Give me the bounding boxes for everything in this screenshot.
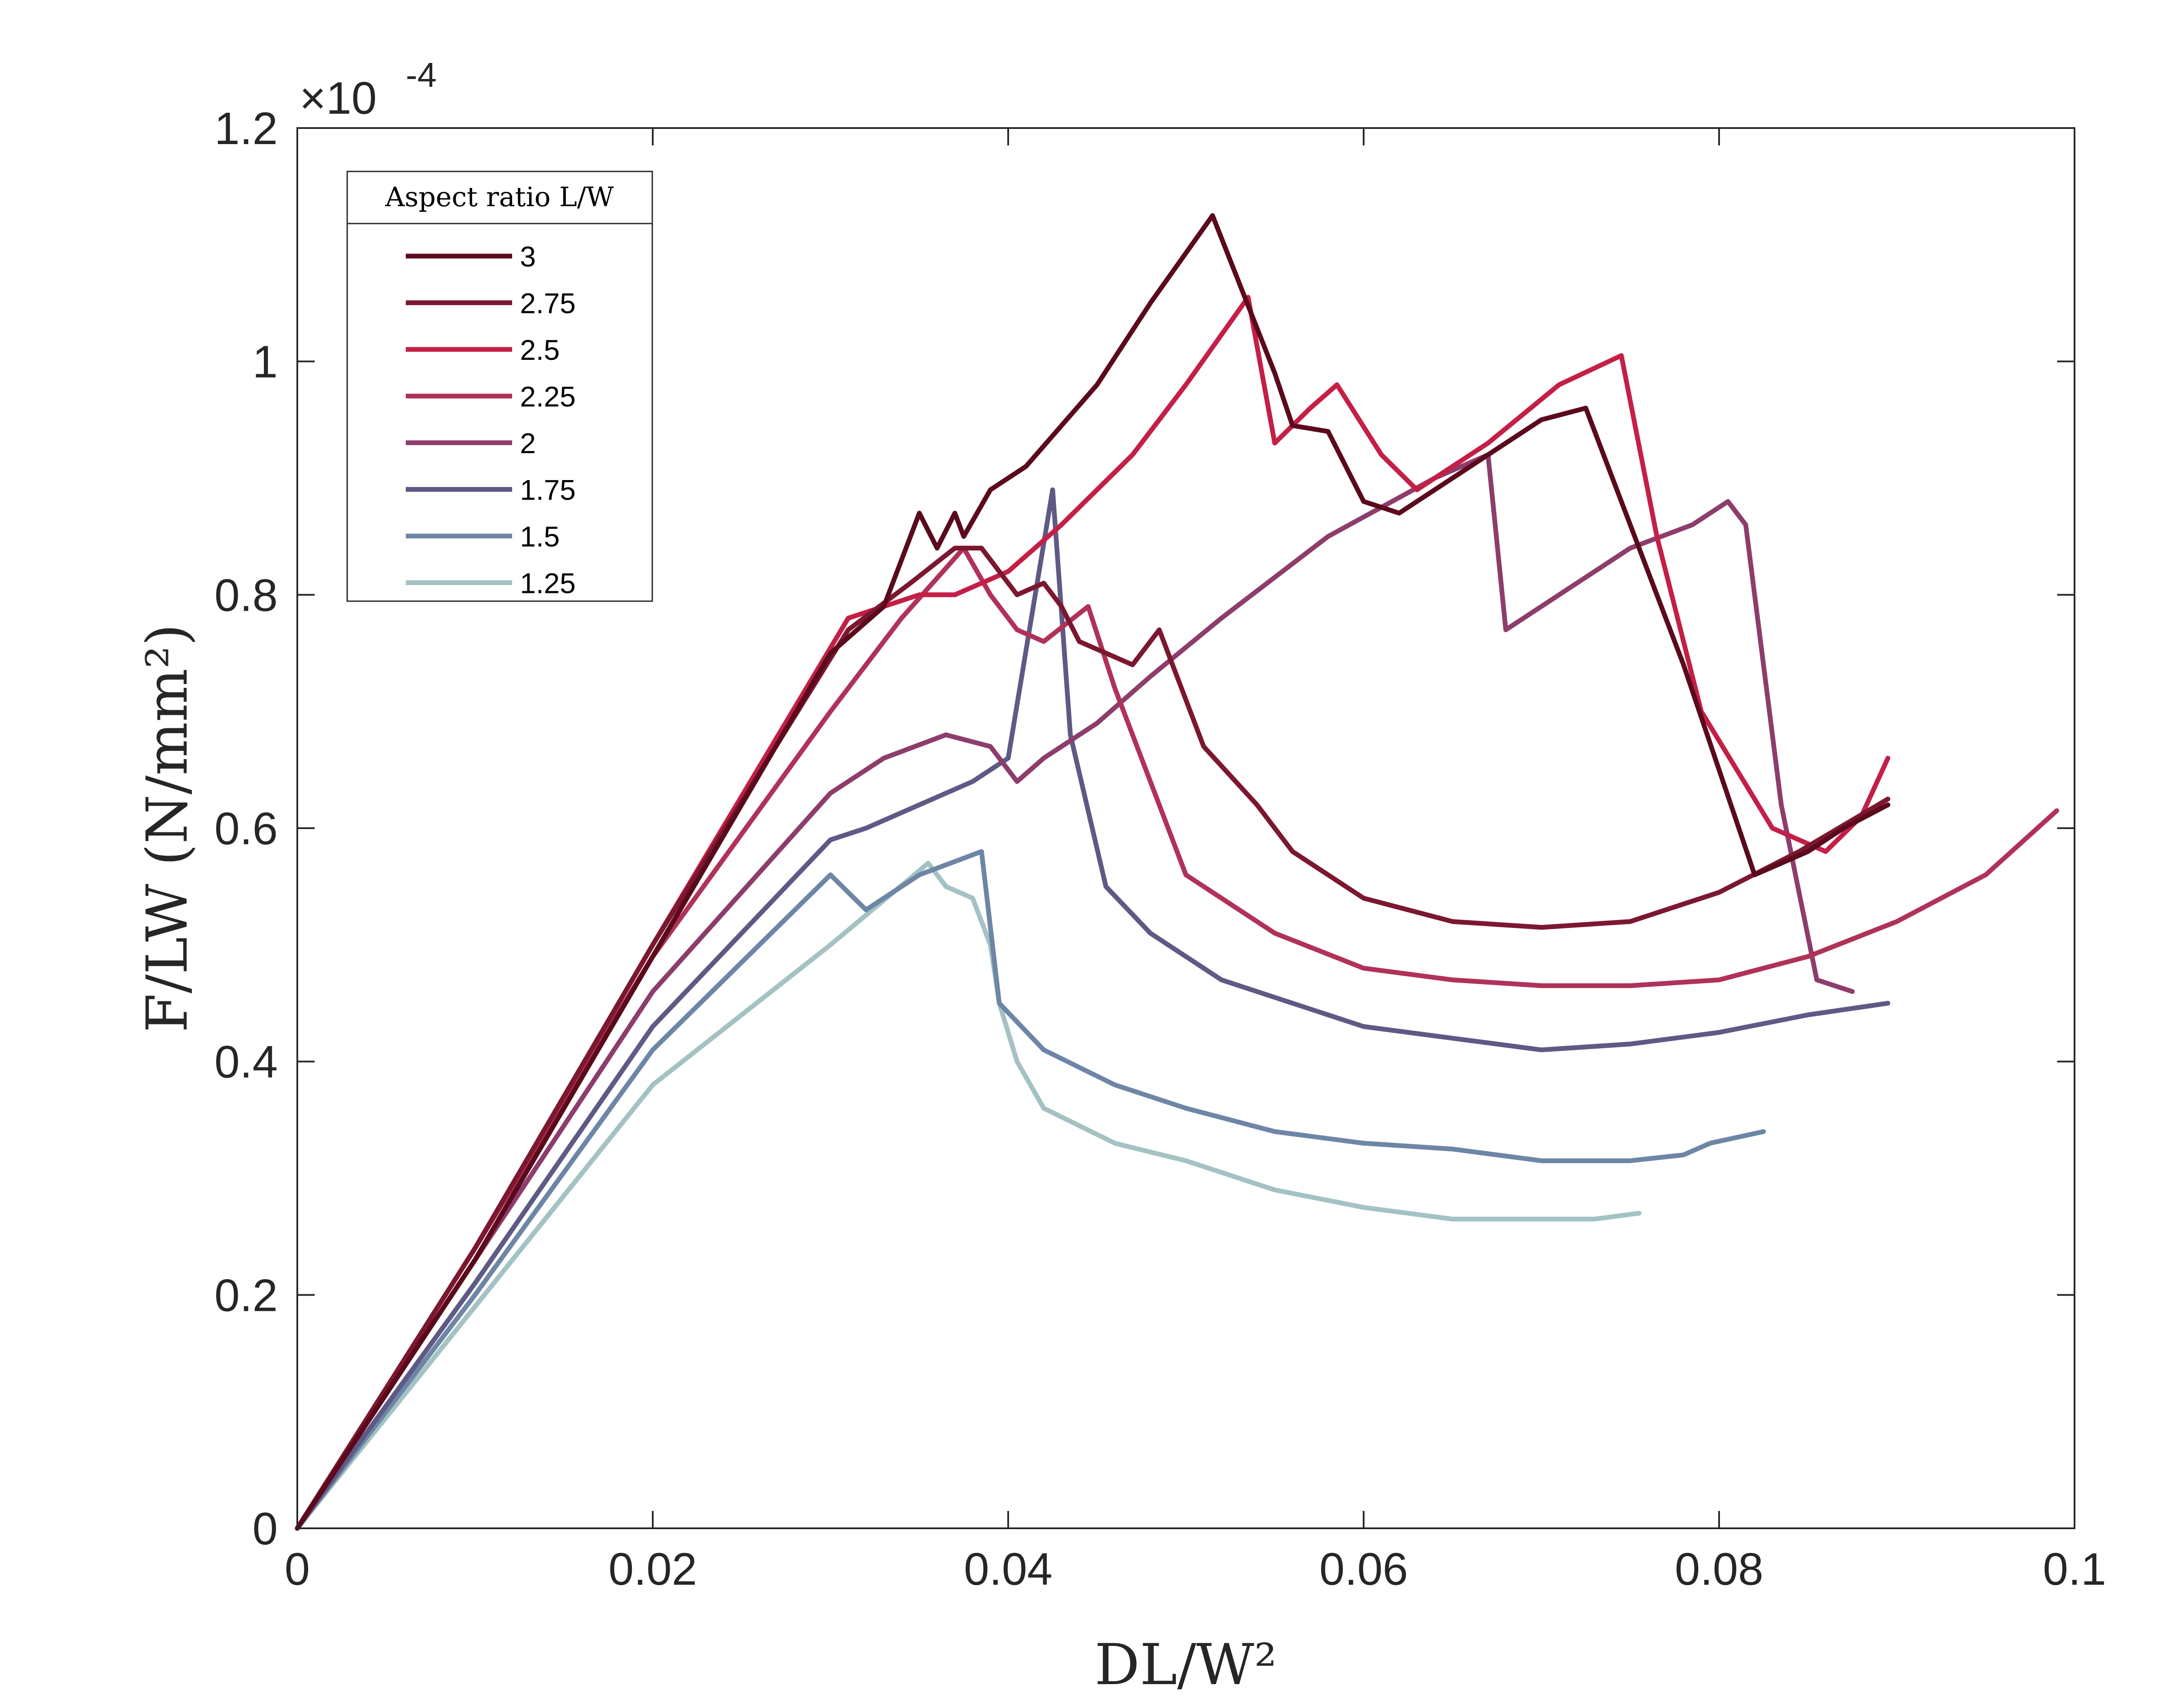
series-line-5	[295, 452, 1855, 1531]
legend-label-1: 3	[520, 240, 536, 273]
series-line-1	[295, 213, 1891, 1531]
legend-entries: 3 2.75 2.5 2.25 2 1.75 1.5 1.25	[406, 240, 575, 599]
y-tick-label: 0.6	[214, 803, 278, 854]
y-exponent-power: -4	[406, 56, 437, 94]
y-tick-label: 0.8	[214, 570, 278, 621]
x-tick-label: 0.02	[608, 1544, 697, 1595]
series-line-4	[295, 546, 2059, 1531]
series-line-6	[295, 487, 1891, 1531]
y-tick-label: 0.4	[214, 1037, 278, 1088]
y-tick-label: 0.2	[214, 1270, 278, 1321]
legend-title: Aspect ratio L/W	[385, 181, 614, 213]
y-axis-title: F/LW (N/mm²)	[134, 624, 200, 1033]
y-tick-label: 1	[253, 337, 278, 388]
x-tick-label: 0	[285, 1544, 310, 1595]
legend-box	[346, 171, 653, 602]
series-line-2	[295, 546, 1891, 1531]
x-tick-label: 0.1	[2043, 1544, 2106, 1595]
y-tick-label: 1.2	[214, 103, 278, 154]
y-exponent-times: ×10	[299, 73, 377, 124]
legend-label-3: 2.5	[520, 334, 560, 366]
y-tick-label: 0	[253, 1504, 278, 1554]
legend-label-2: 2.75	[520, 287, 575, 319]
legend-label-5: 2	[520, 427, 536, 459]
series-line-7	[295, 849, 1766, 1531]
legend: Aspect ratio L/W 3 2.75 2.5 2.25 2 1.75 1.5 1.2…	[346, 171, 653, 602]
x-tick-label: 0.04	[964, 1544, 1052, 1595]
x-axis-title: DL/W²	[1095, 1632, 1277, 1698]
legend-label-7: 1.5	[520, 520, 560, 553]
legend-label-8: 1.25	[520, 567, 575, 599]
x-tick-label: 0.08	[1675, 1544, 1763, 1595]
tick-layer: 0 0.02 0.04 0.06 0.08 0.1 0 0.2 0.4 0.6 0.8 1 1.2	[214, 103, 2106, 1595]
legend-label-4: 2.25	[520, 381, 575, 413]
series-line-8	[295, 861, 1642, 1531]
x-tick-label: 0.06	[1319, 1544, 1408, 1595]
series-layer	[295, 213, 2059, 1531]
legend-label-6: 1.75	[520, 474, 575, 506]
